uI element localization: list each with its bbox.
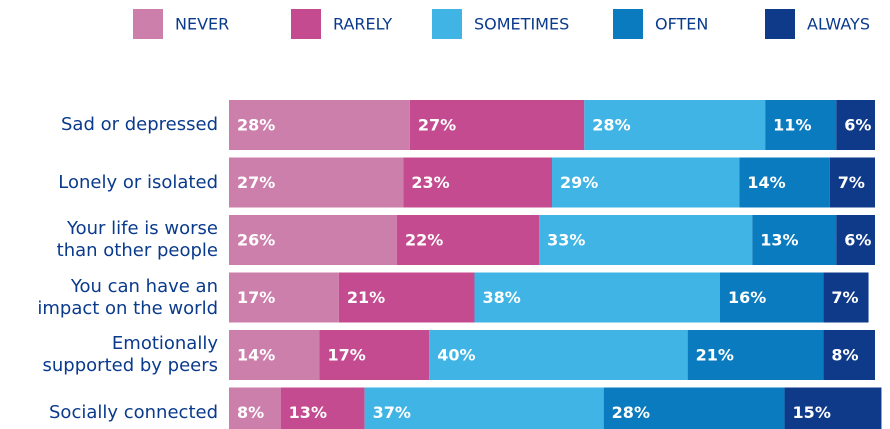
bar-segment: [765, 100, 837, 150]
bar-segment: [409, 100, 585, 150]
value-label: 22%: [405, 231, 443, 250]
value-label: 38%: [482, 288, 520, 307]
bar-segment: [836, 100, 875, 150]
bar-segment: [280, 387, 365, 429]
bar-segment: [229, 272, 339, 323]
bar-segment: [552, 157, 740, 208]
bar-segment: [687, 330, 824, 380]
value-label: 15%: [793, 403, 831, 422]
category-label: Lonely or isolated: [58, 171, 218, 193]
category-label: You can have an impact on the world: [37, 275, 218, 319]
value-label: 28%: [592, 116, 630, 135]
value-label: 17%: [327, 346, 365, 365]
category-label: Emotionally supported by peers: [42, 333, 218, 376]
bar-segment: [603, 387, 785, 429]
bar-segment: [739, 157, 830, 208]
legend-label: OFTEN: [655, 15, 708, 34]
bar-segment: [396, 215, 540, 265]
bar-segment: [319, 330, 430, 380]
bar-segment: [229, 387, 281, 429]
value-label: 16%: [728, 288, 766, 307]
value-label: 27%: [418, 116, 456, 135]
legend-label: NEVER: [175, 15, 229, 34]
bar-segment: [474, 272, 720, 323]
legend-label: ALWAYS: [807, 15, 870, 34]
value-label: 14%: [237, 346, 275, 365]
bar-segment: [836, 215, 875, 265]
value-label: 17%: [237, 288, 275, 307]
bar-segment: [823, 272, 869, 323]
legend-swatch: [613, 9, 643, 39]
bar-segment: [338, 272, 475, 323]
value-label: 40%: [437, 346, 475, 365]
bar-segment: [403, 157, 552, 208]
value-label: 26%: [237, 231, 275, 250]
value-label: 6%: [844, 116, 871, 135]
bar-segment: [539, 215, 753, 265]
value-label: 8%: [237, 403, 264, 422]
bar-segment: [823, 330, 875, 380]
category-label: Sad or depressed: [61, 114, 218, 135]
value-label: 13%: [760, 231, 798, 250]
bar-segment: [229, 157, 404, 208]
bar-segment: [229, 215, 397, 265]
value-label: 8%: [831, 346, 858, 365]
bar-segment: [584, 100, 766, 150]
legend-swatch: [432, 9, 462, 39]
value-label: 29%: [560, 173, 598, 192]
bar-segment: [719, 272, 824, 323]
bar-segment: [364, 387, 604, 429]
value-label: 27%: [237, 173, 275, 192]
value-label: 21%: [347, 288, 385, 307]
bar-segment: [752, 215, 837, 265]
value-label: 13%: [289, 403, 327, 422]
value-label: 7%: [831, 288, 858, 307]
value-label: 23%: [411, 173, 449, 192]
bar-segment: [229, 100, 410, 150]
value-label: 21%: [696, 346, 734, 365]
value-label: 28%: [237, 116, 275, 135]
category-label: Your life is worse than other people: [56, 218, 218, 261]
value-label: 28%: [612, 403, 650, 422]
legend-swatch: [291, 9, 321, 39]
category-label: Socially connected: [49, 401, 218, 423]
value-label: 33%: [547, 231, 585, 250]
value-label: 37%: [373, 403, 411, 422]
bar-segment: [229, 330, 320, 380]
bar-segment: [784, 387, 882, 429]
legend-swatch: [133, 9, 163, 39]
value-label: 7%: [838, 173, 865, 192]
bar-segment: [829, 157, 875, 208]
legend-label: RARELY: [333, 15, 392, 34]
value-label: 11%: [773, 116, 811, 135]
legend-swatch: [765, 9, 795, 39]
value-label: 6%: [844, 231, 871, 250]
bar-segment: [429, 330, 688, 380]
value-label: 14%: [747, 173, 785, 192]
legend-label: SOMETIMES: [474, 15, 569, 34]
